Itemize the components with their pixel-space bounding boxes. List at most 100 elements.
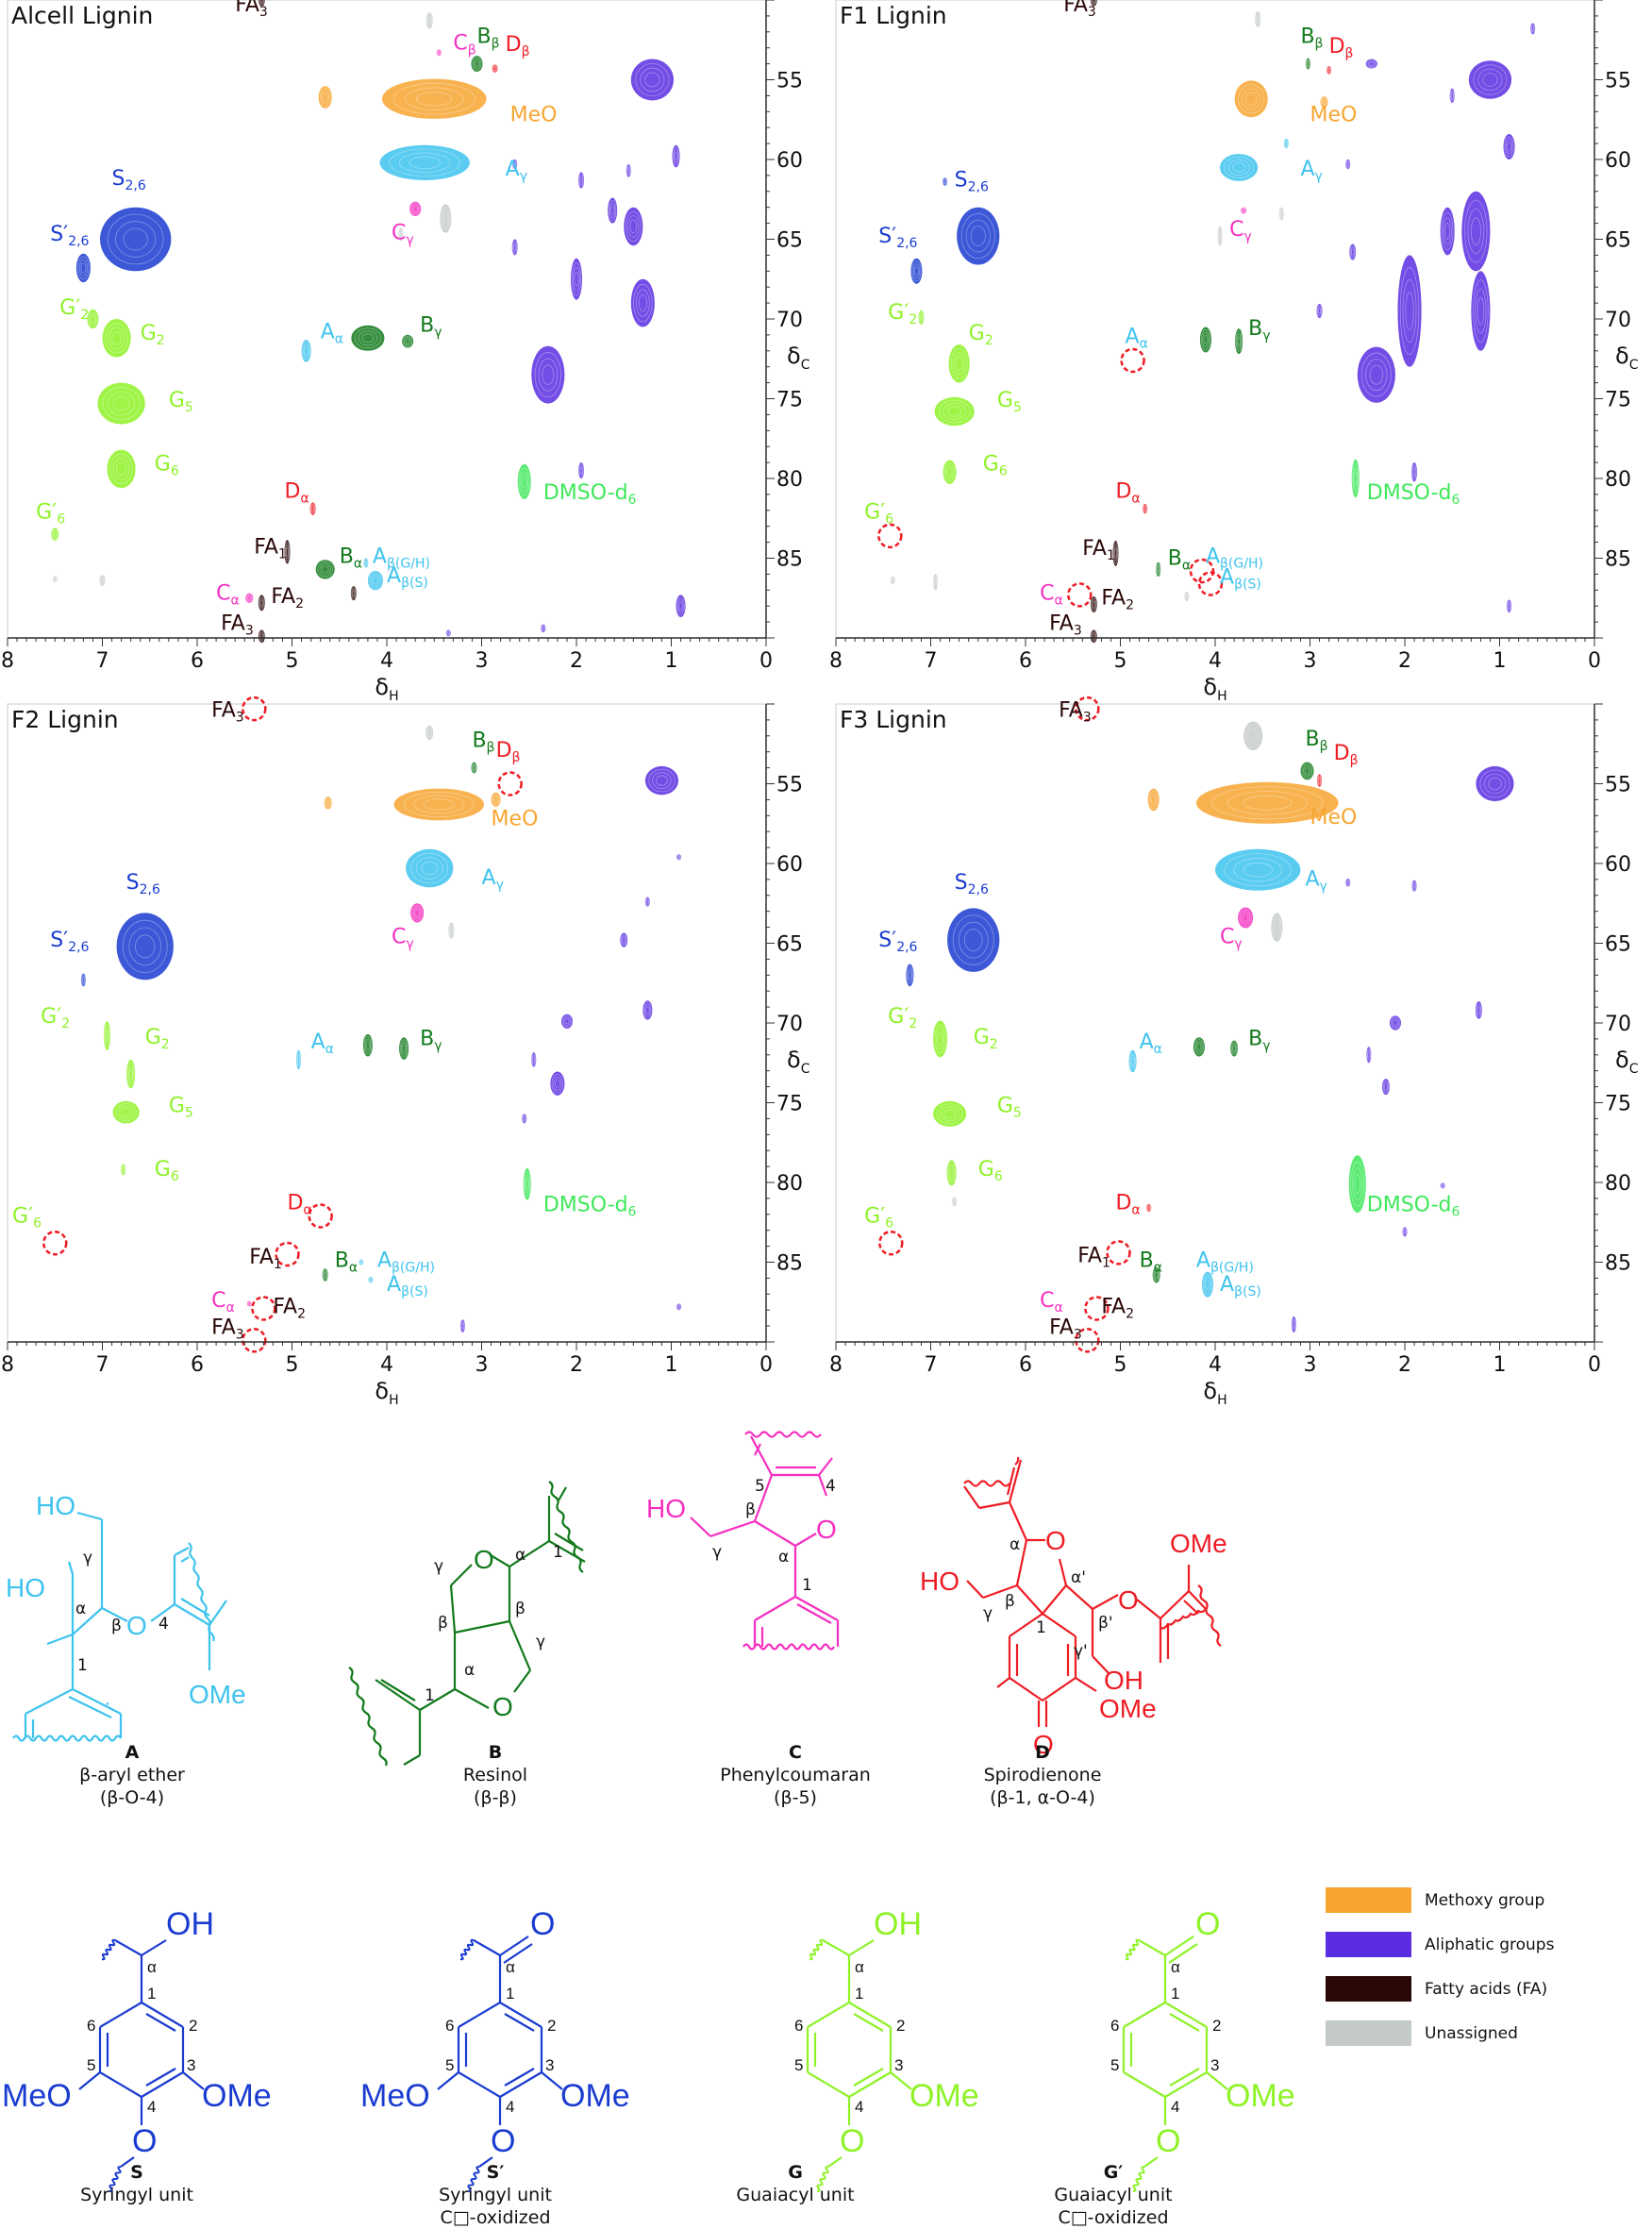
peak-label: FA1: [1077, 1245, 1110, 1271]
peak-c-3: [436, 49, 442, 57]
peak-label: Cγ: [1220, 926, 1243, 952]
position-1-label: 1: [855, 1985, 863, 2003]
peak-d-5: [492, 64, 498, 73]
peak-unassigned-38: [1255, 10, 1261, 27]
peak-aliphatic-25: [1503, 133, 1515, 159]
legend: Methoxy group Aliphatic groups Fatty aci…: [1326, 1878, 1554, 2055]
peak-G-9: [126, 1059, 136, 1089]
structure-id: G: [788, 2162, 803, 2183]
hydroxyl-label: HO: [6, 1573, 45, 1602]
peak-g5-9: [933, 1100, 967, 1127]
structure-name: Guaiacyl unit: [736, 2185, 855, 2205]
peak-b-3: [1300, 762, 1314, 780]
panel-title: Alcell Lignin: [11, 2, 154, 29]
peak-label: FA3: [211, 699, 244, 726]
x-tick-label: 0: [759, 1353, 773, 1377]
peak-aliphatic-29: [676, 1303, 682, 1311]
peak-label: Aβ(S): [387, 1273, 428, 1299]
peak-aliphatic-25: [550, 1071, 565, 1096]
y-tick-label: 75: [776, 1093, 803, 1116]
peak-aliphatic-22: [620, 932, 628, 947]
peak-a-12: [296, 1049, 302, 1070]
legend-item-aliphatic: Aliphatic groups: [1326, 1922, 1554, 1967]
peak-label: DMSO-d6: [1367, 481, 1460, 508]
panel-f3: FA3 Bβ Dβ MeO Aγ Cγ S2,6 S′2,6 G′2 G2 G5 G6 G′6 Aα Bγ D…: [828, 696, 1649, 1408]
peak-unassigned-40: [1217, 226, 1223, 246]
peak-aliphatic-26: [1461, 191, 1491, 272]
peak-label: G′6: [864, 500, 893, 527]
peak-label: Aα: [311, 1031, 334, 1057]
legend-swatch: [1326, 1932, 1411, 1957]
x-tick-label: 4: [380, 649, 393, 673]
peak-label: G′6: [36, 500, 65, 527]
peak-a-14: [301, 339, 311, 362]
structure-name: Resinol: [462, 1765, 528, 1785]
structure-g-drawing: OH O OMe α 1 2 3 4 5 6: [794, 1906, 979, 2193]
peak-label: FA1: [254, 535, 287, 561]
x-axis-label: δH: [375, 674, 398, 704]
peak-label: Aβ(S): [387, 564, 428, 591]
methoxy-label: OMe: [909, 2078, 979, 2114]
peak-d-14: [1143, 504, 1148, 514]
structure-id: S′: [486, 2162, 505, 2183]
peak-label: Aβ(G/H): [373, 545, 430, 572]
x-tick-label: 1: [665, 649, 678, 673]
x-tick-label: 3: [476, 1353, 489, 1377]
hsqc-plot-f2: FA3 Bβ Dβ MeO Aγ Cγ S2,6 S′2,6 G′2 G2 G5 G6 G′6 Aα Bγ D…: [1, 696, 810, 1408]
structure-g-prime-drawing: O O OMe α 1 2 3 4 5 6: [1110, 1906, 1295, 2193]
structure-name: Phenylcoumaran: [720, 1765, 871, 1785]
legend-item-fatty-acids: Fatty acids (FA): [1326, 1967, 1554, 2011]
peak-label: G2: [145, 1026, 170, 1052]
structure-b-drawing: O O α 1 γ β β γ α 1: [348, 1481, 586, 1767]
plot-frame: [7, 703, 767, 1343]
structure-b: O O α 1 γ β β γ α 1: [330, 1416, 632, 1778]
methoxy-label: MeO: [360, 2078, 430, 2114]
position-1-label: 1: [506, 1985, 514, 2003]
hydroxyl-label: OH: [166, 1906, 214, 1942]
alpha-label: α: [506, 1958, 515, 1976]
peak-label: G2: [974, 1026, 998, 1052]
y-axis-label: δC: [1615, 343, 1639, 373]
alpha-label: α: [855, 1958, 864, 1976]
missing-signal-marker: [1197, 571, 1224, 596]
peak-unassigned-47: [52, 576, 58, 582]
ring-o-label: O: [1045, 1526, 1066, 1555]
peak-g2-8: [104, 1021, 111, 1050]
peak-label: FA2: [273, 1296, 306, 1322]
y-tick-label: 65: [1605, 229, 1631, 253]
peak-g2-8: [933, 1020, 948, 1058]
y-tick-label: 70: [1605, 309, 1631, 332]
x-axis-label: δH: [375, 1378, 398, 1408]
legend-label: Fatty acids (FA): [1425, 1979, 1548, 1999]
legend-label: Aliphatic groups: [1425, 1935, 1555, 1954]
peak-aliphatic-29: [672, 144, 680, 168]
structure-linkage: (β-O-4): [99, 1787, 165, 1808]
y-tick-label: 55: [776, 70, 803, 93]
x-tick-label: 3: [476, 649, 489, 673]
structure-d: HO O O OMe OH OMe O α γ β 1 α' β' γ': [877, 1397, 1330, 1778]
peak-c-18: [246, 1300, 252, 1307]
position-1-label: 1: [1171, 1985, 1179, 2003]
structure-s: OH O OMe MeO α 1 2 3 4 5 6: [0, 1878, 302, 2193]
x-tick-label: 4: [380, 1353, 393, 1377]
peak-g6-10: [946, 1160, 957, 1186]
peak-label: Aα: [1140, 1031, 1162, 1057]
peak-a-2: [1220, 154, 1259, 181]
missing-signal-marker: [1075, 696, 1100, 722]
peak-label: MeO: [1310, 806, 1358, 830]
beta-label: β: [745, 1500, 756, 1519]
x-axis-label: δH: [1203, 674, 1226, 704]
structure-id: D: [1035, 1742, 1050, 1763]
peak-b-16: [1235, 328, 1243, 355]
methoxy-label: OMe: [1226, 2078, 1295, 2114]
peak-label: G′2: [888, 1005, 917, 1031]
legend-item-methoxy: Methoxy group: [1326, 1878, 1554, 1922]
peak-label: Dα: [1115, 479, 1140, 506]
peak-label: FA3: [1049, 1316, 1082, 1343]
peak-aliphatic-33: [531, 345, 565, 404]
peak-aliphatic-21: [642, 1000, 653, 1020]
peak-label: Cγ: [1229, 218, 1252, 244]
peak-label: Dα: [284, 479, 309, 506]
peak-s26-7: [957, 207, 1000, 265]
peak-label: Bα: [1140, 1249, 1162, 1276]
